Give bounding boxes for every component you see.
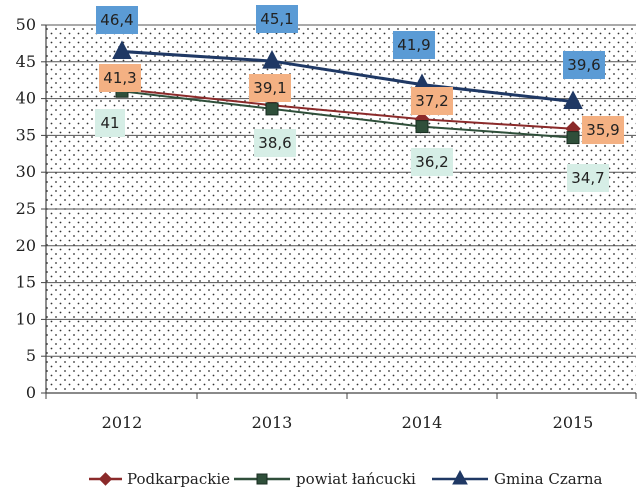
data-label-box <box>96 6 138 34</box>
y-tick-label: 25 <box>16 199 36 218</box>
y-tick-label: 20 <box>16 236 36 255</box>
data-label-box <box>411 148 453 176</box>
data-label-box <box>249 74 291 102</box>
data-label: 39,6 <box>567 56 600 74</box>
x-tick-label: 2013 <box>252 413 293 432</box>
data-label: 35,9 <box>586 121 619 139</box>
marker-square <box>265 102 279 116</box>
legend-label: Podkarpackie <box>127 470 230 488</box>
marker-square <box>256 473 268 485</box>
legend: Podkarpackie powiat łańcucki Gmina Czarna <box>89 469 603 488</box>
series-line <box>121 90 574 139</box>
x-tick-label: 2015 <box>553 413 594 432</box>
marker-triangle <box>452 469 468 485</box>
data-label: 46,4 <box>100 11 133 29</box>
marker-square <box>566 131 580 145</box>
y-tick-label: 45 <box>16 52 36 71</box>
y-tick-label: 5 <box>26 346 36 365</box>
data-label-box <box>99 64 141 92</box>
data-label-box <box>411 87 453 115</box>
y-tick-label: 0 <box>26 383 36 402</box>
data-label-box <box>582 116 624 144</box>
data-label-box <box>254 129 296 157</box>
y-tick-label: 15 <box>16 273 36 292</box>
y-axis: 0 5 10 15 20 25 30 35 40 45 50 <box>16 15 47 402</box>
data-label: 36,2 <box>415 153 448 171</box>
marker-triangle <box>262 49 282 69</box>
data-label: 38,6 <box>258 134 291 152</box>
y-tick-label: 30 <box>16 162 36 181</box>
marker-triangle <box>112 40 132 59</box>
data-label-box <box>256 5 298 33</box>
legend-label: Gmina Czarna <box>494 470 603 488</box>
y-tick-label: 40 <box>16 89 36 108</box>
data-label-box <box>567 164 609 192</box>
y-tick-label: 35 <box>16 125 36 144</box>
legend-label: powiat łańcucki <box>296 470 416 488</box>
data-label: 39,1 <box>253 79 286 97</box>
marker-triangle <box>563 90 583 110</box>
series-line <box>121 49 574 104</box>
x-tick-label: 2012 <box>102 413 143 432</box>
data-label: 45,1 <box>260 10 293 28</box>
data-label: 41,3 <box>103 69 136 87</box>
data-label: 37,2 <box>415 92 448 110</box>
data-label: 34,7 <box>571 169 604 187</box>
x-axis: 2012 2013 2014 2015 <box>45 392 637 432</box>
y-tick-label: 10 <box>16 309 36 328</box>
data-label: 41,9 <box>397 36 430 54</box>
data-label-box <box>393 31 435 59</box>
x-tick-label: 2014 <box>402 413 443 432</box>
y-tick-label: 50 <box>16 15 36 34</box>
series-line <box>121 88 574 130</box>
data-label-box <box>563 51 605 79</box>
data-labels: 41,3 39,1 37,2 35,9 41 38,6 36,2 34,7 46,4 45,1 41… <box>95 5 624 192</box>
data-label-box <box>95 109 125 137</box>
series-layer <box>112 40 583 145</box>
data-label: 41 <box>100 114 119 132</box>
marker-diamond <box>98 472 113 486</box>
marker-square <box>415 120 429 134</box>
